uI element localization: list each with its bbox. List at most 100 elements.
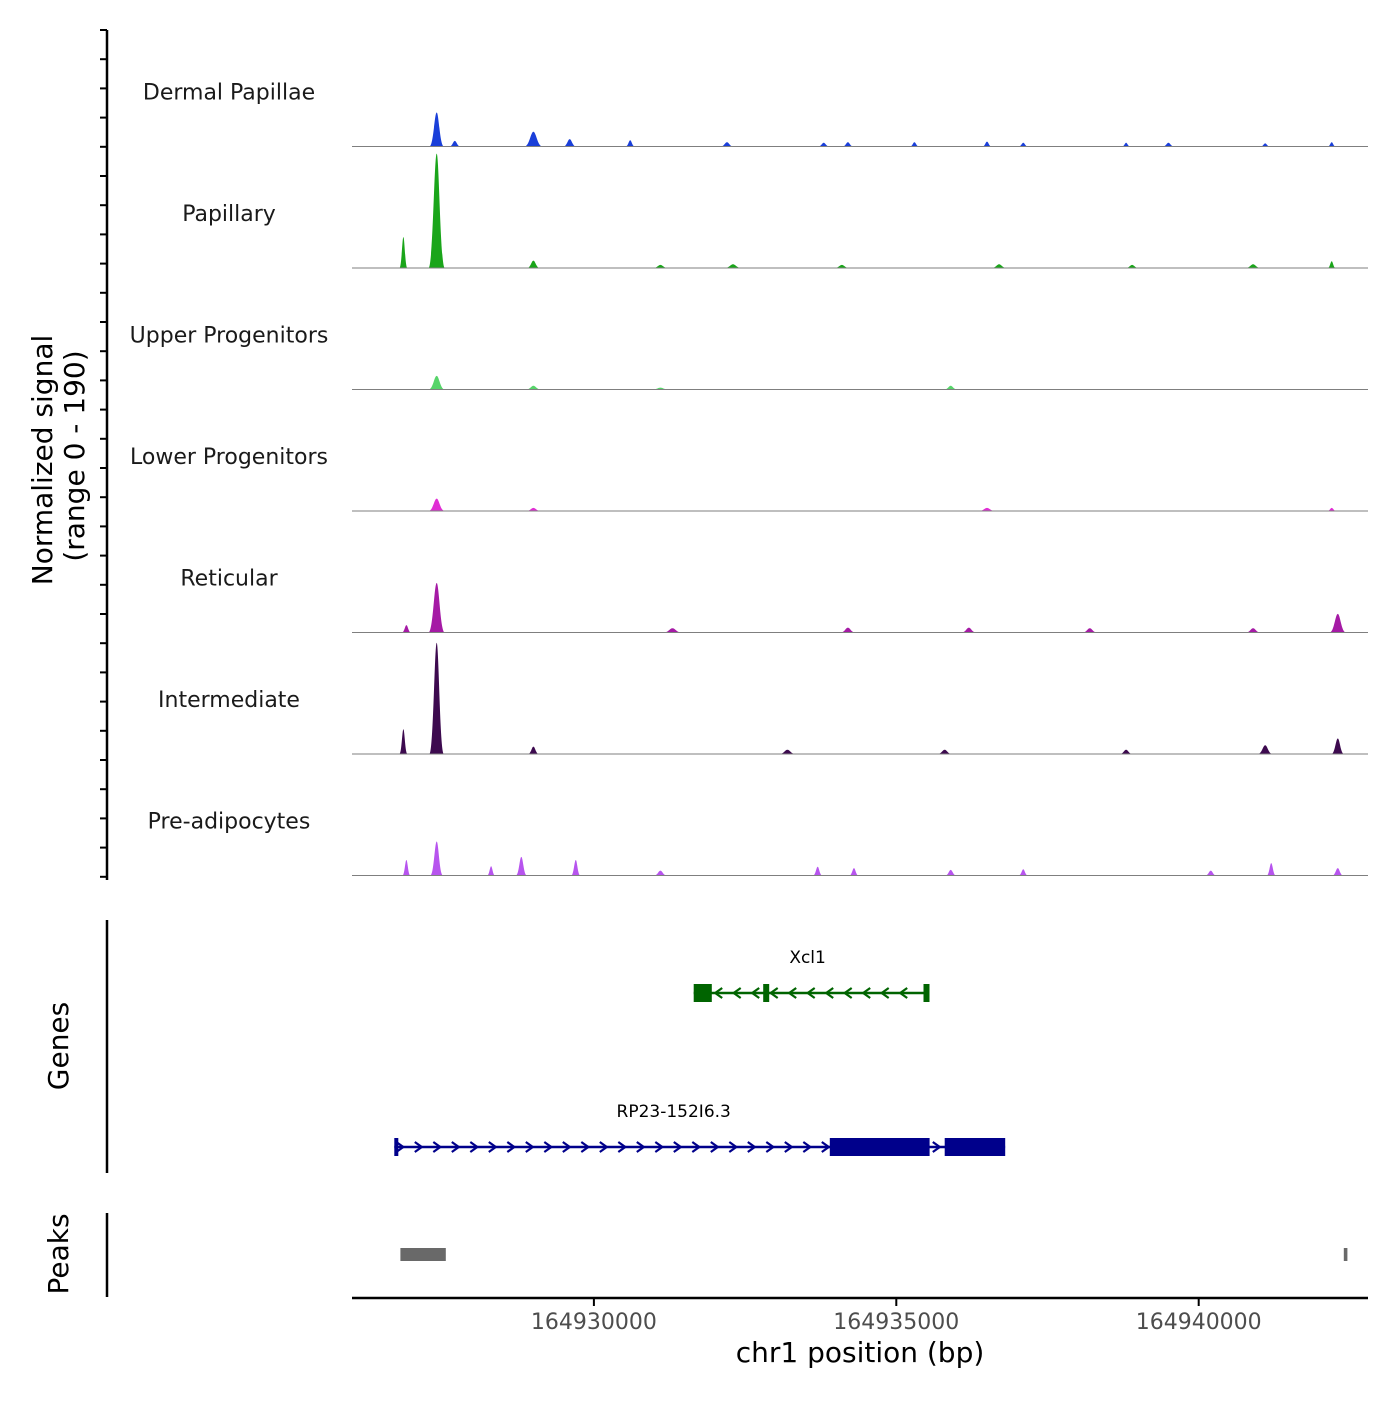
- gene-strand-chevron: [451, 1141, 461, 1153]
- coverage-peak: [1245, 628, 1261, 633]
- gene-0: Xcl1: [693, 948, 930, 1002]
- coverage-peak: [528, 746, 539, 754]
- gene-exon: [829, 1138, 930, 1156]
- peak-region: [400, 1248, 446, 1261]
- gene-1: RP23-152I6.3: [394, 1102, 1006, 1156]
- coverage-peak: [487, 866, 496, 876]
- gene-strand-chevron: [784, 1141, 794, 1153]
- coverage-peak: [524, 131, 543, 147]
- coverage-peak: [399, 729, 408, 754]
- coverage-peak: [982, 141, 992, 147]
- gene-strand-chevron: [525, 1141, 535, 1153]
- peaks-panel: [105, 1213, 1348, 1297]
- coverage-peak: [401, 625, 411, 633]
- gene-strand-chevron: [750, 987, 760, 999]
- coverage-track-0: Dermal Papillae: [143, 81, 1368, 147]
- gene-strand-chevron: [636, 1141, 646, 1153]
- coverage-peak: [399, 237, 408, 268]
- coverage-peak: [1205, 870, 1217, 876]
- gene-strand-chevron: [617, 1141, 628, 1153]
- coverage-peak: [1119, 749, 1133, 754]
- coverage-track-5: Intermediate: [158, 642, 1368, 755]
- coverage-peak: [1018, 142, 1028, 147]
- peak-region: [1343, 1248, 1348, 1261]
- gene-strand-chevron: [821, 1141, 831, 1153]
- track-label: Pre-adipocytes: [148, 810, 311, 835]
- gene-strand-chevron: [731, 987, 742, 999]
- gene-exon: [693, 984, 712, 1002]
- coverage-peak: [1018, 869, 1028, 876]
- coverage-peak: [720, 142, 734, 147]
- gene-strand-chevron: [765, 1141, 776, 1153]
- coverage-peak: [449, 140, 461, 147]
- coverage-peak: [428, 375, 445, 390]
- coverage-peak: [840, 627, 856, 633]
- gene-exon: [763, 984, 770, 1002]
- gene-label: Xcl1: [789, 948, 826, 968]
- peaks-panel-title: Peaks: [42, 1213, 75, 1294]
- x-tick-label: 164940000: [1136, 1310, 1262, 1335]
- gene-strand-chevron: [713, 987, 723, 999]
- gene-strand-chevron: [488, 1141, 498, 1153]
- coverage-peak: [429, 112, 444, 147]
- gene-strand-chevron: [654, 1141, 665, 1153]
- coverage-peak: [834, 264, 850, 268]
- coverage-peak: [724, 264, 742, 268]
- x-tick-label: 164935000: [833, 1310, 959, 1335]
- gene-strand-chevron: [673, 1141, 683, 1153]
- gene-strand-chevron: [787, 987, 797, 999]
- gene-strand-chevron: [842, 987, 853, 999]
- coverage-peak: [978, 507, 996, 511]
- coverage-peak: [849, 868, 859, 876]
- coverage-peak: [1125, 264, 1139, 268]
- gene-strand-chevron: [824, 987, 834, 999]
- coverage-peak: [526, 507, 541, 511]
- coverage-peak: [1163, 142, 1174, 147]
- gene-strand-chevron: [932, 1141, 942, 1153]
- coverage-peak: [402, 860, 411, 876]
- gene-strand-chevron: [414, 1141, 424, 1153]
- track-label: Lower Progenitors: [130, 445, 328, 470]
- coverage-peak: [945, 869, 957, 876]
- coverage-peak: [663, 628, 682, 633]
- coverage-peak: [1327, 507, 1337, 511]
- coverage-peak: [991, 264, 1007, 268]
- gene-strand-chevron: [506, 1141, 517, 1153]
- coverage-peak: [428, 583, 445, 633]
- gene-label: RP23-152I6.3: [617, 1102, 731, 1122]
- gene-strand-chevron: [710, 1141, 720, 1153]
- coverage-peak: [937, 749, 952, 754]
- track-label: Upper Progenitors: [130, 324, 329, 349]
- gene-strand-chevron: [879, 987, 890, 999]
- coverage-peak: [654, 870, 667, 876]
- coverage-peak: [1266, 863, 1276, 876]
- gene-strand-chevron: [861, 987, 871, 999]
- gene-strand-chevron: [805, 987, 816, 999]
- gene-strand-chevron: [543, 1141, 554, 1153]
- coverage-peak: [428, 153, 445, 268]
- coverage-peak: [1122, 142, 1131, 147]
- y-axis-title-line2: (range 0 - 190): [58, 350, 91, 561]
- gene-strand-chevron: [728, 1141, 739, 1153]
- coverage-peak: [909, 142, 919, 147]
- coverage-peak: [1245, 264, 1261, 268]
- coverage-peak: [1329, 613, 1346, 633]
- genes-panel-title: Genes: [42, 1002, 75, 1090]
- coverage-peak: [428, 498, 445, 511]
- coverage-track-2: Upper Progenitors: [130, 324, 1368, 390]
- coverage-peak: [625, 140, 635, 147]
- gene-exon: [923, 984, 930, 1002]
- coverage-peak: [515, 856, 527, 876]
- coverage-peak: [653, 264, 668, 268]
- coverage-peak: [842, 142, 854, 147]
- gene-strand-chevron: [395, 1141, 406, 1153]
- coverage-peak: [1082, 628, 1098, 633]
- coverage-peak: [1327, 142, 1336, 147]
- coverage-peak: [571, 860, 581, 876]
- gene-strand-chevron: [562, 1141, 572, 1153]
- gene-strand-chevron: [898, 987, 908, 999]
- coverage-peak: [779, 749, 796, 754]
- track-label: Dermal Papillae: [143, 81, 315, 106]
- x-axis: 164930000 164935000 164940000: [352, 1296, 1368, 1335]
- coverage-track-1: Papillary: [182, 153, 1368, 269]
